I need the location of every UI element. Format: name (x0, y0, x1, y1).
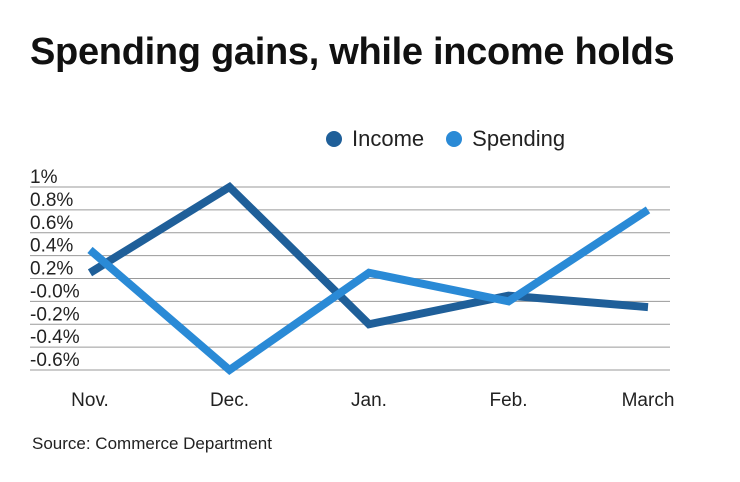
x-tick-label: March (622, 390, 675, 411)
series-lines (87, 181, 651, 376)
y-tick-label: 0.6% (30, 213, 73, 234)
y-tick-label: 0.2% (30, 259, 73, 280)
x-tick-label: Jan. (351, 390, 387, 411)
y-tick-label: -0.4% (30, 327, 80, 348)
legend: Income Spending (326, 126, 587, 152)
x-axis-ticks: Nov. Dec. Jan. Feb. March (71, 390, 674, 411)
source-note: Source: Commerce Department (32, 434, 272, 453)
legend-label-income: Income (352, 126, 425, 151)
legend-label-spending: Spending (472, 126, 566, 151)
x-tick-label: Dec. (210, 390, 249, 411)
y-tick-label: 1% (30, 167, 58, 188)
y-tick-label: -0.2% (30, 304, 80, 325)
legend-swatch-spending (446, 131, 463, 147)
legend-item-spending: Spending (446, 126, 565, 152)
y-tick-label: 0.4% (30, 236, 73, 257)
y-axis-ticks: 1%0.8%0.6%0.4%0.2%-0.0%-0.2%-0.4%-0.6% (30, 167, 80, 371)
x-tick-label: Feb. (489, 390, 527, 411)
y-tick-label: -0.6% (30, 350, 80, 371)
legend-swatch-income (326, 131, 342, 147)
series-line-spending (87, 206, 651, 376)
x-tick-label: Nov. (71, 390, 109, 411)
y-tick-label: -0.0% (30, 281, 80, 302)
legend-item-income: Income (326, 126, 424, 152)
chart-title: Spending gains, while income holds (30, 31, 675, 73)
y-tick-label: 0.8% (30, 190, 73, 211)
